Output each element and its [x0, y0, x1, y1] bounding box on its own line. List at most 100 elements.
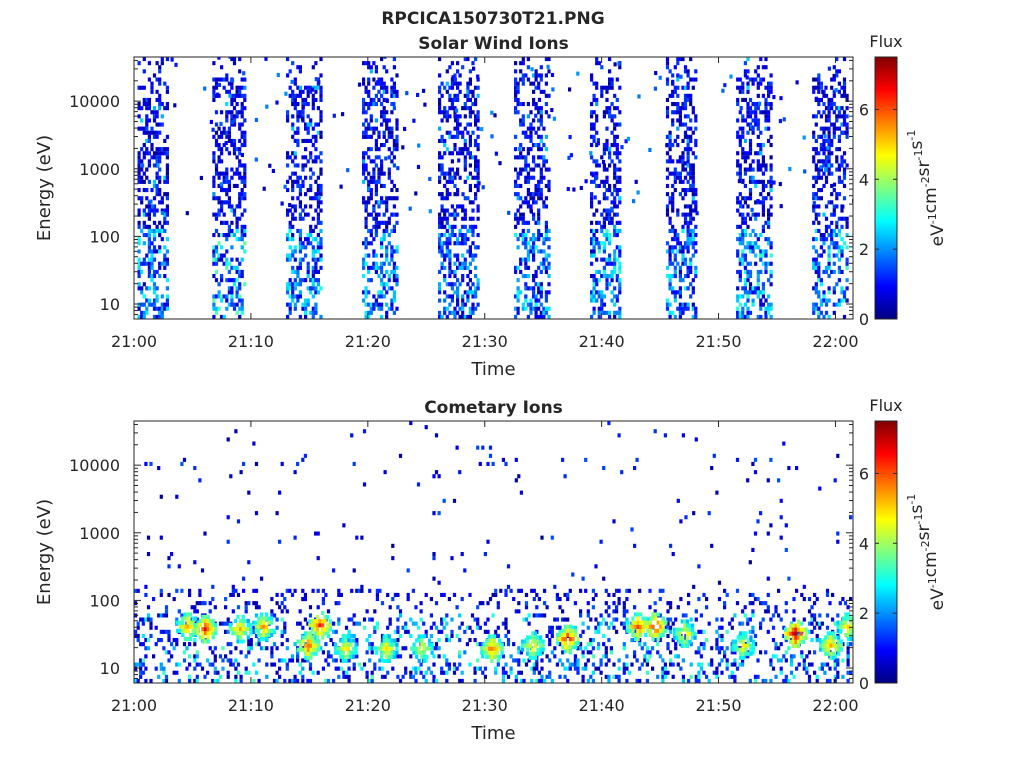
flux-cell: [225, 167, 229, 172]
flux-cell: [460, 621, 464, 626]
flux-cell: [160, 310, 164, 315]
flux-cell: [597, 642, 601, 647]
flux-cell: [380, 163, 384, 168]
flux-cell: [676, 102, 680, 107]
flux-cell: [165, 57, 169, 62]
flux-cell: [306, 130, 310, 135]
flux-cell: [466, 290, 470, 295]
flux-cell: [347, 617, 351, 622]
flux-cell: [617, 678, 621, 683]
flux-cell: [136, 621, 140, 626]
flux-cell: [691, 171, 695, 176]
flux-cell: [769, 261, 773, 266]
flux-cell: [372, 167, 376, 172]
flux-cell: [244, 609, 248, 614]
flux-cell: [238, 261, 242, 266]
flux-cell: [514, 233, 518, 238]
flux-cell: [160, 306, 164, 311]
flux-cell: [814, 204, 818, 209]
flux-cell: [543, 601, 547, 606]
flux-cell: [610, 290, 614, 295]
flux-cell: [764, 106, 768, 111]
flux-cell: [590, 294, 594, 299]
flux-cell: [764, 269, 768, 274]
flux-cell: [561, 662, 565, 667]
flux-cell: [519, 171, 523, 176]
flux-cell: [193, 642, 197, 647]
flux-cell: [231, 662, 235, 667]
flux-cell: [534, 237, 538, 242]
flux-cell: [280, 633, 284, 638]
flux-cell: [314, 61, 318, 66]
flux-cell: [309, 224, 313, 229]
flux-cell: [447, 597, 451, 602]
flux-cell: [542, 261, 546, 266]
flux-cell: [635, 678, 639, 683]
flux-cell: [544, 306, 548, 311]
flux-cell: [463, 93, 467, 98]
flux-cell: [668, 216, 672, 221]
flux-cell: [678, 122, 682, 127]
flux-cell: [288, 302, 292, 307]
flux-cell: [370, 617, 374, 622]
flux-cell: [767, 110, 771, 115]
flux-cell: [547, 245, 551, 250]
flux-cell: [602, 167, 606, 172]
flux-cell: [380, 159, 384, 164]
flux-cell: [286, 110, 290, 115]
flux-cell: [542, 159, 546, 164]
flux-cell: [689, 102, 693, 107]
flux-cell: [595, 81, 599, 86]
flux-cell: [521, 61, 525, 66]
flux-cell: [304, 278, 308, 283]
flux-cell: [380, 241, 384, 246]
flux-cell: [764, 126, 768, 131]
flux-cell: [218, 654, 223, 659]
flux-cell: [291, 294, 295, 299]
flux-cell: [488, 445, 493, 450]
flux-cell: [830, 220, 834, 225]
flux-cell: [600, 241, 604, 246]
flux-cell: [137, 126, 141, 131]
flux-cell: [393, 592, 397, 597]
flux-cell: [428, 209, 432, 214]
flux-cell: [226, 621, 230, 626]
flux-cell: [165, 155, 169, 160]
flux-cell: [298, 89, 302, 94]
flux-cell: [456, 204, 460, 209]
flux-cell: [142, 220, 146, 225]
flux-cell: [216, 678, 220, 683]
flux-cell: [748, 138, 753, 143]
flux-cell: [236, 592, 241, 597]
flux-cell: [147, 204, 151, 209]
flux-cell: [411, 674, 415, 679]
flux-cell: [388, 621, 392, 626]
flux-cell: [291, 237, 295, 242]
flux-cell: [377, 89, 381, 94]
flux-cell: [622, 662, 626, 667]
flux-cell: [610, 143, 614, 148]
flux-cell: [694, 114, 698, 119]
flux-cell: [308, 625, 313, 630]
flux-cell: [374, 265, 378, 270]
flux-cell: [347, 674, 351, 679]
flux-cell: [827, 245, 831, 250]
flux-cell: [222, 220, 226, 225]
flux-cell: [842, 298, 847, 303]
flux-cell: [599, 670, 603, 675]
flux-cell: [534, 130, 538, 135]
flux-cell: [608, 241, 612, 246]
flux-cell: [814, 192, 818, 197]
flux-cell: [145, 310, 149, 315]
flux-cell: [392, 278, 396, 283]
flux-cell: [837, 249, 841, 254]
flux-cell: [764, 298, 768, 303]
flux-cell: [240, 192, 244, 197]
flux-cell: [374, 179, 378, 184]
flux-cell: [155, 269, 159, 274]
flux-cell: [610, 269, 614, 274]
flux-cell: [761, 302, 765, 307]
flux-cell: [832, 134, 836, 139]
flux-cell: [458, 678, 462, 683]
flux-cell: [311, 294, 315, 299]
